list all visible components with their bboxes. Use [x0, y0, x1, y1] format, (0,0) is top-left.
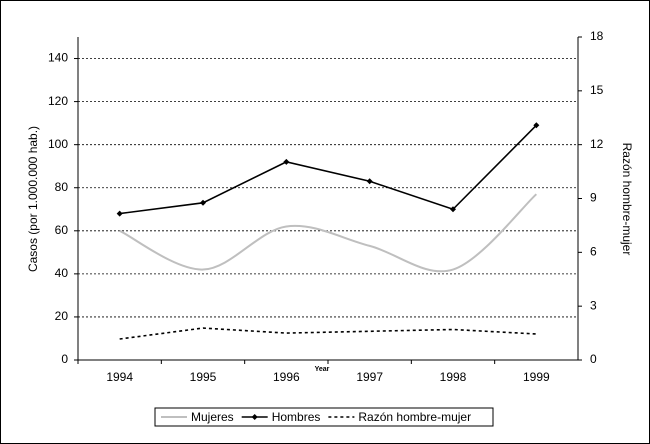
legend-box: [154, 407, 494, 427]
y-tick-label: 60: [55, 223, 69, 237]
y2-tick-label: 15: [590, 83, 604, 97]
x-tick-label: 1998: [440, 370, 467, 384]
marker: [200, 199, 206, 206]
y-tick-label: 80: [55, 180, 69, 194]
y2-tick-label: 18: [590, 29, 604, 43]
y-tick-label: 0: [61, 352, 68, 366]
y-tick-label: 140: [48, 51, 68, 65]
y2-tick-label: 3: [590, 298, 597, 312]
y-tick-label: 40: [55, 266, 69, 280]
y-tick-label: 100: [48, 137, 68, 151]
x-tick-label: 1995: [190, 370, 217, 384]
legend-label: Mujeres: [191, 410, 234, 424]
series-line: [119, 124, 537, 215]
marker: [116, 210, 123, 217]
marker: [450, 206, 456, 213]
x-axis-title: Year: [315, 366, 330, 373]
y-tick-label: 120: [48, 94, 68, 108]
y2-tick-label: 12: [590, 137, 604, 151]
legend-label: Hombres: [272, 410, 321, 424]
series-line: [119, 193, 538, 273]
marker: [366, 178, 373, 185]
legend-marker: [251, 414, 258, 420]
y-axis-title: Casos (por 1.000.000 hab.): [26, 126, 40, 272]
x-tick-label: 1996: [273, 370, 300, 384]
series-line: [119, 327, 537, 340]
marker: [283, 158, 290, 165]
y2-tick-label: 9: [590, 191, 597, 205]
y2-tick-label: 6: [590, 245, 597, 259]
x-tick-label: 1994: [106, 370, 133, 384]
legend-label: Razón hombre-mujer: [358, 410, 471, 424]
y-tick-label: 20: [55, 309, 69, 323]
y2-tick-label: 0: [590, 352, 597, 366]
x-tick-label: 1997: [356, 370, 383, 384]
marker: [533, 122, 540, 129]
y2-axis-title: Razón hombre-mujer: [620, 143, 634, 256]
x-tick-label: 1999: [523, 370, 550, 384]
